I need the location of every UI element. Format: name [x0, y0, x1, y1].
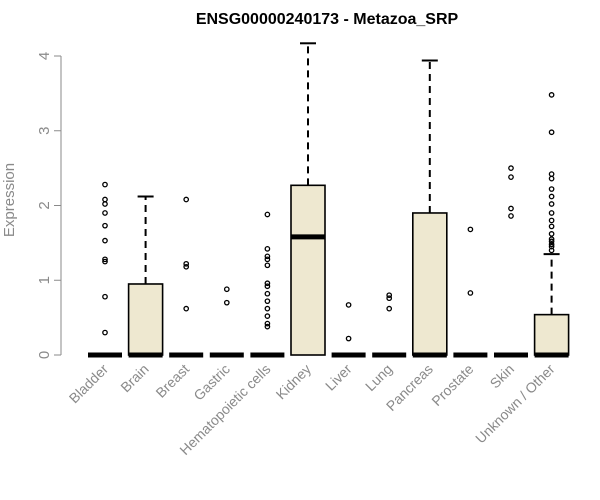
- outlier-point: [548, 217, 555, 224]
- outlier-point: [264, 323, 271, 330]
- outlier-point: [102, 222, 108, 229]
- y-tick-label: 2: [36, 201, 53, 209]
- box-group: [372, 292, 407, 358]
- box-group: [88, 181, 122, 358]
- outlier-point: [386, 292, 393, 299]
- outlier-point: [548, 241, 555, 248]
- outlier-point: [183, 263, 190, 270]
- box-group: [533, 92, 570, 358]
- box-group: [290, 42, 326, 356]
- outlier-point: [264, 290, 271, 297]
- outlier-point: [102, 256, 108, 263]
- y-axis-label: Expression: [1, 163, 18, 237]
- outlier-point: [223, 286, 230, 293]
- outlier-point: [508, 174, 514, 180]
- y-axis: 0 1 2 3 4: [36, 52, 62, 359]
- outlier-point: [508, 165, 514, 171]
- outlier-point: [548, 238, 555, 245]
- box: [290, 184, 326, 356]
- x-tick-label: Bladder: [66, 361, 112, 407]
- outlier-point: [386, 295, 393, 302]
- x-tick-label: Skin: [487, 361, 518, 392]
- outlier-point: [508, 205, 514, 212]
- y-tick-label: 0: [36, 351, 53, 359]
- outlier-point: [467, 226, 474, 233]
- chart-title: ENSG00000240173 - Metazoa_SRP: [196, 11, 459, 28]
- outlier-point: [264, 320, 271, 327]
- box-group: [331, 302, 366, 358]
- outlier-point: [548, 171, 555, 177]
- box: [533, 313, 570, 356]
- outlier-point: [548, 223, 555, 230]
- outlier-point: [183, 196, 190, 203]
- outlier-point: [102, 293, 108, 300]
- x-tick-label: Brain: [117, 361, 151, 395]
- outlier-point: [102, 210, 108, 216]
- outlier-point: [102, 258, 108, 265]
- box-group: [411, 59, 448, 358]
- outlier-point: [264, 256, 271, 263]
- outlier-point: [386, 305, 393, 312]
- box-group: [250, 211, 285, 358]
- boxes: [88, 42, 570, 358]
- outlier-point: [102, 201, 108, 207]
- outlier-point: [264, 253, 271, 260]
- outlier-point: [548, 175, 555, 182]
- outlier-point: [102, 196, 108, 203]
- box: [127, 283, 164, 356]
- x-tick-label: Lung: [362, 361, 395, 394]
- outlier-point: [264, 283, 271, 290]
- outlier-point: [548, 247, 555, 254]
- y-tick-label: 1: [36, 276, 53, 284]
- outlier-point: [264, 211, 271, 218]
- x-tick-label: Prostate: [428, 361, 476, 409]
- outlier-point: [264, 305, 271, 312]
- outlier-point: [183, 305, 190, 312]
- outlier-point: [548, 236, 555, 242]
- outlier-point: [345, 302, 352, 308]
- box-group: [494, 165, 528, 358]
- y-tick-label: 3: [36, 127, 53, 135]
- outlier-point: [264, 298, 271, 305]
- box-group: [127, 195, 164, 358]
- box-group: [453, 226, 488, 358]
- outlier-point: [345, 335, 352, 342]
- outlier-point: [548, 201, 555, 207]
- outlier-point: [467, 290, 474, 296]
- outlier-point: [548, 210, 555, 216]
- box-group: [169, 196, 204, 358]
- box-group: [209, 286, 244, 358]
- outlier-point: [508, 213, 514, 219]
- outlier-point: [548, 193, 555, 200]
- outlier-point: [548, 231, 555, 237]
- outlier-point: [183, 260, 190, 267]
- x-tick-label: Breast: [152, 361, 192, 401]
- outlier-point: [264, 262, 271, 269]
- y-tick-label: 4: [36, 52, 53, 60]
- outlier-point: [102, 181, 108, 188]
- outlier-point: [548, 92, 555, 98]
- outlier-point: [264, 280, 271, 287]
- outlier-point: [264, 246, 271, 252]
- x-tick-label: Liver: [322, 361, 355, 394]
- outlier-point: [548, 243, 555, 250]
- outlier-point: [102, 329, 108, 336]
- x-tick-label: Kidney: [273, 361, 315, 403]
- outlier-point: [223, 299, 230, 306]
- box: [411, 212, 448, 356]
- outlier-point: [548, 186, 555, 192]
- outlier-point: [548, 129, 555, 136]
- outlier-point: [264, 313, 271, 319]
- outlier-point: [102, 237, 108, 244]
